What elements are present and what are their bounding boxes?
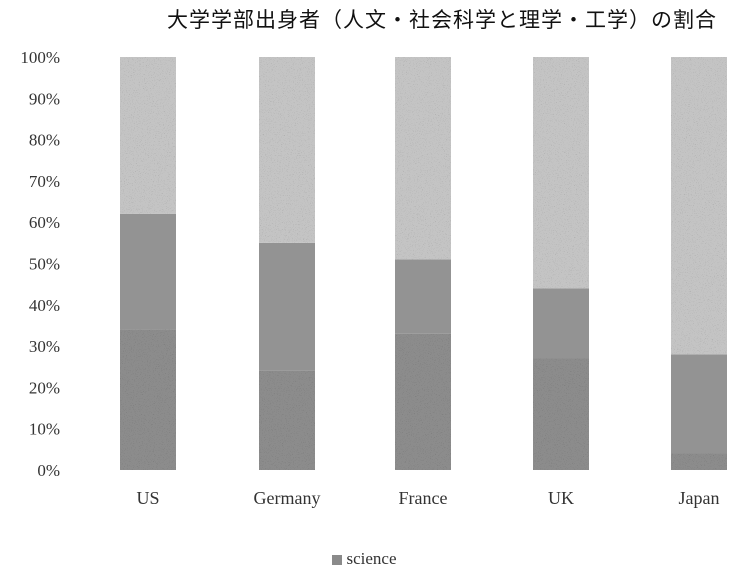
y-axis: 0% 10% 20% 30% 40% 50% 60% 70% 80% 90% 100% (20, 48, 60, 480)
bar-science (533, 358, 589, 470)
chart-title: 大学学部出身者（人文・社会科学と理学・工学）の割合 (167, 8, 717, 32)
y-tick-label: 80% (29, 131, 60, 150)
legend: science (0, 549, 729, 569)
bar-segment-2 (120, 213, 176, 330)
legend-swatch-science (332, 555, 343, 566)
y-tick-label: 90% (29, 89, 60, 108)
y-tick-label: 40% (29, 296, 60, 315)
x-tick-label: Germany (254, 488, 321, 508)
bar-segment-3 (120, 57, 176, 214)
bar-segment-3 (259, 57, 315, 243)
y-tick-label: 60% (29, 213, 60, 232)
bar-science (120, 329, 176, 470)
y-tick-label: 0% (37, 461, 60, 480)
bar-segment-3 (395, 57, 451, 260)
x-tick-label: France (399, 488, 448, 508)
bar-science (259, 370, 315, 470)
bar-science (671, 453, 727, 470)
bars (120, 57, 727, 470)
y-tick-label: 50% (29, 255, 60, 274)
x-axis: US Germany France UK Japan (136, 488, 719, 508)
bar-segment-2 (259, 242, 315, 371)
y-tick-label: 10% (29, 420, 60, 439)
bar-segment-3 (671, 57, 727, 355)
legend-label-science: science (346, 549, 397, 568)
y-tick-label: 20% (29, 378, 60, 397)
bar-segment-2 (671, 354, 727, 454)
bar-segment-3 (533, 57, 589, 289)
bar-science (395, 333, 451, 470)
y-tick-label: 70% (29, 172, 60, 191)
x-tick-label: UK (548, 488, 574, 508)
bar-segment-2 (533, 288, 589, 359)
y-tick-label: 30% (29, 337, 60, 356)
bar-segment-2 (395, 259, 451, 334)
y-tick-label: 100% (20, 48, 60, 67)
x-tick-label: US (136, 488, 159, 508)
x-tick-label: Japan (679, 488, 720, 508)
